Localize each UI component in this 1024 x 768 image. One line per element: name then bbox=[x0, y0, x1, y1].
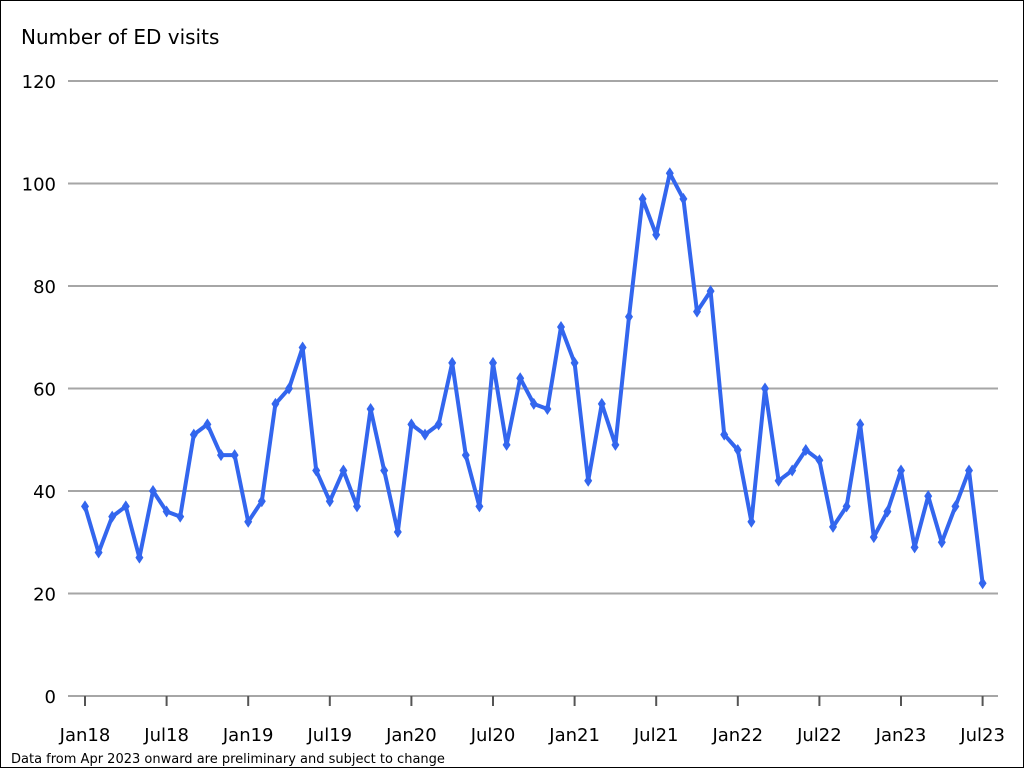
data-point bbox=[597, 397, 606, 410]
y-tick-label: 40 bbox=[33, 482, 56, 503]
x-tick-label: Jan21 bbox=[548, 725, 600, 746]
data-point bbox=[788, 464, 797, 477]
data-point bbox=[856, 418, 865, 431]
data-point bbox=[461, 449, 470, 462]
footnote: Data from Apr 2023 onward are preliminar… bbox=[11, 752, 445, 767]
data-point bbox=[543, 403, 552, 415]
data-point bbox=[638, 192, 647, 205]
data-point bbox=[434, 418, 443, 431]
data-point bbox=[502, 438, 511, 451]
data-point bbox=[747, 515, 756, 528]
data-point bbox=[121, 500, 130, 513]
x-tick-label: Jan23 bbox=[875, 725, 927, 746]
data-point bbox=[774, 474, 783, 487]
series-line bbox=[83, 171, 985, 586]
data-point bbox=[421, 428, 429, 441]
data-point bbox=[325, 495, 334, 508]
data-point bbox=[353, 500, 361, 513]
data-point bbox=[801, 444, 810, 456]
data-point bbox=[625, 310, 633, 323]
data-point bbox=[393, 526, 402, 538]
data-point bbox=[285, 382, 293, 395]
data-point bbox=[978, 577, 987, 590]
x-tick-label: Jul22 bbox=[796, 725, 842, 746]
data-point bbox=[380, 464, 389, 477]
data-point bbox=[720, 428, 729, 441]
data-point bbox=[815, 454, 824, 467]
y-tick-label: 60 bbox=[33, 380, 56, 401]
data-point bbox=[665, 167, 674, 180]
data-point bbox=[135, 551, 144, 564]
data-point bbox=[883, 505, 892, 518]
data-point bbox=[176, 510, 185, 523]
y-tick-label: 120 bbox=[22, 72, 56, 93]
x-tick-label: Jan20 bbox=[385, 725, 437, 746]
data-point bbox=[611, 438, 620, 451]
data-point bbox=[475, 500, 484, 513]
data-point bbox=[203, 418, 212, 431]
data-point bbox=[149, 485, 157, 497]
data-point bbox=[448, 356, 457, 369]
data-point bbox=[924, 490, 933, 503]
data-point bbox=[679, 192, 688, 205]
data-point bbox=[529, 397, 538, 410]
data-point bbox=[584, 474, 593, 487]
data-point bbox=[965, 464, 973, 477]
series-group bbox=[81, 167, 987, 590]
data-point bbox=[230, 449, 239, 462]
gridlines bbox=[68, 80, 998, 595]
data-point bbox=[910, 541, 919, 554]
x-tick-label: Jul21 bbox=[633, 725, 679, 746]
data-point bbox=[162, 505, 171, 518]
data-point bbox=[298, 341, 307, 354]
data-point bbox=[94, 546, 103, 559]
x-tick-label: Jul23 bbox=[959, 725, 1005, 746]
data-point bbox=[652, 228, 661, 241]
data-point bbox=[951, 500, 960, 513]
data-point bbox=[108, 510, 117, 523]
data-point bbox=[244, 515, 253, 528]
x-tick-label: Jan19 bbox=[222, 725, 274, 746]
y-tick-label: 80 bbox=[33, 277, 56, 298]
data-point bbox=[829, 520, 837, 533]
y-axis-label: Number of ED visits bbox=[21, 25, 219, 49]
data-point bbox=[516, 372, 525, 385]
data-point bbox=[937, 536, 946, 549]
data-point bbox=[257, 495, 266, 508]
data-point bbox=[733, 444, 742, 456]
data-point bbox=[693, 305, 701, 318]
data-point bbox=[570, 356, 579, 369]
data-point bbox=[312, 464, 321, 477]
data-point bbox=[489, 356, 497, 369]
data-point bbox=[761, 382, 769, 395]
x-tick-label: Jul20 bbox=[470, 725, 516, 746]
x-tick-label: Jul19 bbox=[306, 725, 352, 746]
x-tick-label: Jan18 bbox=[59, 725, 111, 746]
data-point bbox=[897, 464, 905, 477]
y-tick-labels: 0 20 40 60 80 100 120 bbox=[22, 72, 56, 708]
data-point bbox=[271, 397, 280, 410]
data-point bbox=[842, 500, 851, 513]
y-tick-label: 100 bbox=[22, 175, 56, 196]
data-point bbox=[557, 321, 565, 333]
data-point bbox=[81, 500, 89, 513]
x-tick-label: Jul18 bbox=[143, 725, 189, 746]
data-point bbox=[339, 464, 348, 477]
data-point bbox=[366, 403, 375, 415]
y-tick-label: 20 bbox=[33, 585, 56, 606]
data-point bbox=[189, 428, 198, 441]
data-point bbox=[869, 531, 878, 544]
data-point bbox=[706, 285, 715, 298]
y-tick-label: 0 bbox=[45, 687, 56, 708]
data-point bbox=[407, 418, 416, 431]
data-point bbox=[217, 449, 225, 462]
x-tick-label: Jan22 bbox=[711, 725, 763, 746]
x-axis: Jan18 Jul18 Jan19 Jul19 Jan20 Jul20 Jan21 Jul21… bbox=[59, 695, 1005, 746]
